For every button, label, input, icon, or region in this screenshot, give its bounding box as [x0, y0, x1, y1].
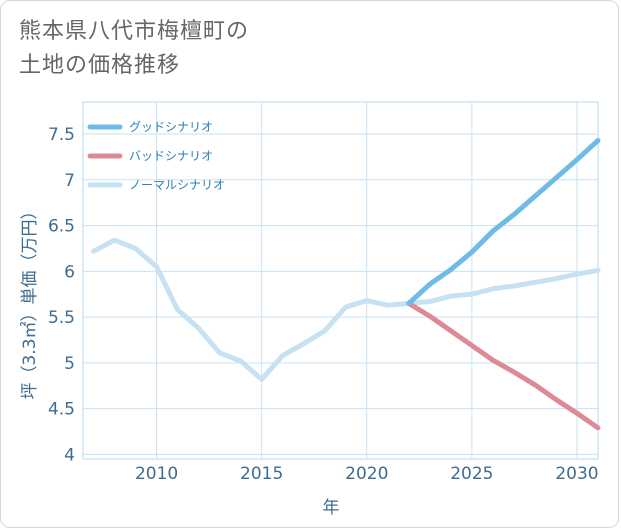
legend-label-2: ノーマルシナリオ	[129, 178, 225, 192]
y-tick-label: 7.5	[48, 125, 75, 145]
plot-area	[82, 101, 599, 460]
y-tick-label: 4	[64, 445, 75, 465]
series-line-1	[406, 300, 601, 431]
grid-layer	[83, 102, 598, 459]
x-axis-label: 年	[323, 498, 340, 518]
tick-layer: 2010 2015 2020 2025 2030 4 4.5 5 5.5 6 6.5 7 7.5	[48, 125, 599, 484]
legend-label-1: バッドシナリオ	[129, 149, 213, 163]
x-tick-label: 2010	[135, 464, 178, 484]
y-tick-label: 6.5	[48, 217, 75, 237]
y-tick-label: 4.5	[48, 400, 75, 420]
y-tick-label: 5.5	[48, 308, 75, 328]
y-axis-label: 坪（3.3㎡）単価（万円）	[20, 202, 40, 399]
legend-label-0: グッドシナリオ	[129, 120, 213, 134]
y-tick-label: 6	[64, 262, 75, 282]
x-tick-label: 2015	[240, 464, 283, 484]
x-tick-label: 2030	[555, 464, 598, 484]
x-tick-label: 2020	[345, 464, 388, 484]
y-tick-label: 7	[64, 171, 75, 191]
title-line-2: 土地の価格推移	[19, 53, 181, 78]
series-layer	[91, 137, 601, 431]
series-line-2	[91, 237, 601, 382]
page-title: 熊本県八代市梅檀町の 土地の価格推移	[19, 15, 309, 83]
series-line-0	[406, 137, 601, 306]
title-line-1: 熊本県八代市梅檀町の	[19, 19, 250, 44]
x-tick-label: 2025	[450, 464, 493, 484]
y-tick-label: 5	[64, 354, 75, 374]
